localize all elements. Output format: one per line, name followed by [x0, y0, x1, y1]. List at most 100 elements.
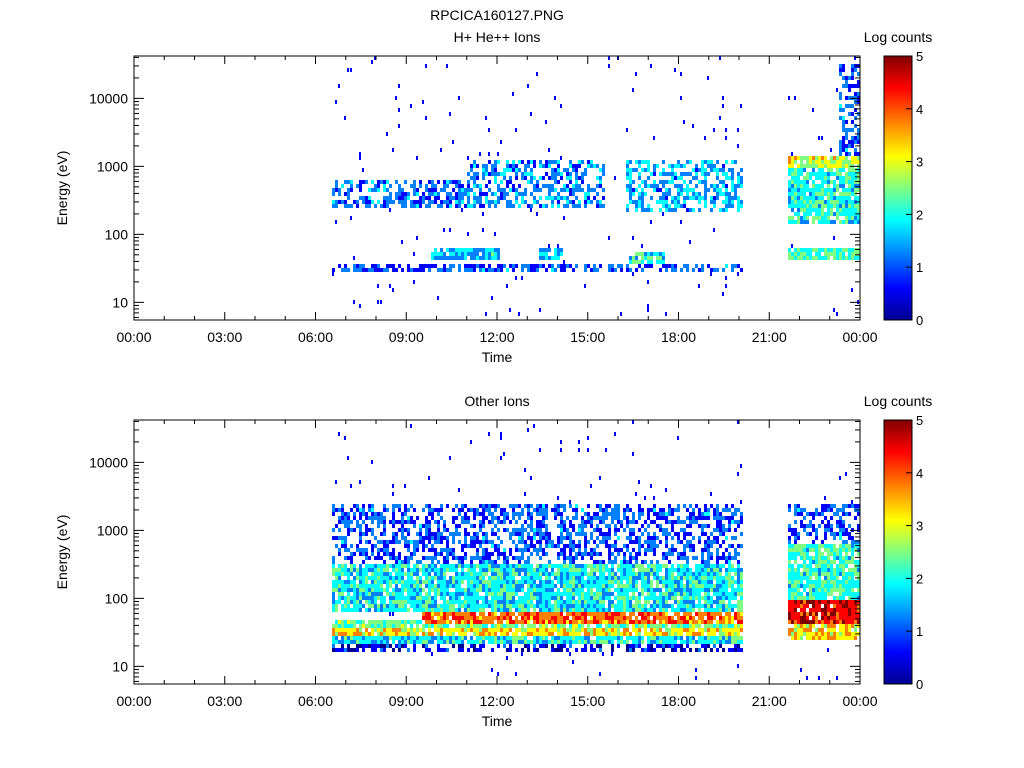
spectrogram-cell [599, 568, 602, 572]
spectrogram-cell [458, 556, 461, 560]
spectrogram-cell [446, 268, 449, 272]
spectrogram-cell [509, 612, 512, 616]
spectrogram-cell [656, 188, 659, 192]
spectrogram-cell [515, 564, 518, 568]
spectrogram-cell [455, 532, 458, 536]
spectrogram-cell [818, 220, 821, 224]
spectrogram-cell [611, 520, 614, 524]
spectrogram-cell [638, 572, 641, 576]
spectrogram-cell [359, 628, 362, 632]
spectrogram-cell [422, 608, 425, 612]
spectrogram-cell [497, 624, 500, 628]
spectrogram-cell [620, 576, 623, 580]
spectrogram-cell [614, 616, 617, 620]
spectrogram-cell [671, 268, 674, 272]
spectrogram-cell [479, 544, 482, 548]
spectrogram-cell [788, 156, 791, 160]
spectrogram-cell [461, 520, 464, 524]
spectrogram-cell [650, 604, 653, 608]
spectrogram-cell [644, 648, 647, 652]
spectrogram-cell [641, 508, 644, 512]
spectrogram-cell [680, 204, 683, 208]
spectrogram-cell [344, 548, 347, 552]
spectrogram-cell [566, 536, 569, 540]
spectrogram-cell [497, 564, 500, 568]
spectrogram-cell [416, 628, 419, 632]
spectrogram-cell [626, 208, 629, 212]
spectrogram-cell [467, 180, 470, 184]
spectrogram-cell [431, 616, 434, 620]
spectrogram-cell [476, 632, 479, 636]
spectrogram-cell [524, 636, 527, 640]
spectrogram-cell [524, 560, 527, 564]
spectrogram-cell [533, 548, 536, 552]
spectrogram-cell [521, 596, 524, 600]
spectrogram-cell [464, 636, 467, 640]
spectrogram-cell [422, 580, 425, 584]
spectrogram-cell [344, 624, 347, 628]
spectrogram-cell [476, 256, 479, 260]
spectrogram-cell [839, 180, 842, 184]
spectrogram-cell [683, 120, 685, 124]
spectrogram-cell [620, 588, 623, 592]
spectrogram-cell [389, 264, 392, 268]
spectrogram-cell [620, 640, 623, 644]
spectrogram-cell [464, 596, 467, 600]
spectrogram-cell [449, 252, 452, 256]
spectrogram-cell [635, 588, 638, 592]
spectrogram-cell [605, 612, 608, 616]
spectrogram-cell [425, 520, 428, 524]
spectrogram-cell [662, 636, 665, 640]
spectrogram-cell [608, 524, 611, 528]
spectrogram-cell [473, 576, 476, 580]
spectrogram-cell [605, 580, 608, 584]
spectrogram-cell [605, 616, 608, 620]
spectrogram-cell [554, 180, 557, 184]
spectrogram-cell [407, 268, 410, 272]
spectrogram-cell [392, 628, 395, 632]
spectrogram-cell [545, 512, 548, 516]
spectrogram-cell [512, 512, 515, 516]
spectrogram-cell [383, 568, 386, 572]
spectrogram-cell [554, 628, 557, 632]
spectrogram-cell [503, 552, 506, 556]
spectrogram-cell [458, 180, 461, 184]
spectrogram-cell [377, 624, 380, 628]
spectrogram-cell [440, 620, 443, 624]
spectrogram-cell [677, 184, 680, 188]
spectrogram-cell [377, 180, 380, 184]
spectrogram-cell [482, 616, 485, 620]
spectrogram-cell [458, 576, 461, 580]
spectrogram-cell [647, 308, 649, 312]
spectrogram-cell [383, 516, 386, 520]
spectrogram-cell [533, 572, 536, 576]
spectrogram-cell [560, 104, 562, 108]
spectrogram-cell [407, 584, 410, 588]
spectrogram-cell [509, 504, 512, 508]
spectrogram-cell [539, 204, 542, 208]
spectrogram-cell [677, 164, 680, 168]
spectrogram-cell [371, 544, 374, 548]
spectrogram-cell [629, 520, 632, 524]
spectrogram-cell [506, 612, 509, 616]
spectrogram-cell [647, 176, 650, 180]
spectrogram-cell [569, 588, 572, 592]
spectrogram-cell [608, 568, 611, 572]
spectrogram-cell [650, 584, 653, 588]
spectrogram-cell [350, 484, 352, 488]
spectrogram-cell [602, 596, 605, 600]
spectrogram-cell [626, 268, 629, 272]
spectrogram-cell [803, 216, 806, 220]
spectrogram-cell [641, 588, 644, 592]
spectrogram-cell [644, 528, 647, 532]
spectrogram-cell [332, 508, 335, 512]
spectrogram-cell [365, 592, 368, 596]
spectrogram-cell [503, 604, 506, 608]
spectrogram-cell [608, 64, 610, 68]
spectrogram-cell [602, 196, 605, 200]
spectrogram-cell [527, 536, 530, 540]
spectrogram-cell [668, 188, 671, 192]
spectrogram-cell [671, 616, 674, 620]
spectrogram-cell [530, 520, 533, 524]
spectrogram-cell [587, 436, 589, 440]
